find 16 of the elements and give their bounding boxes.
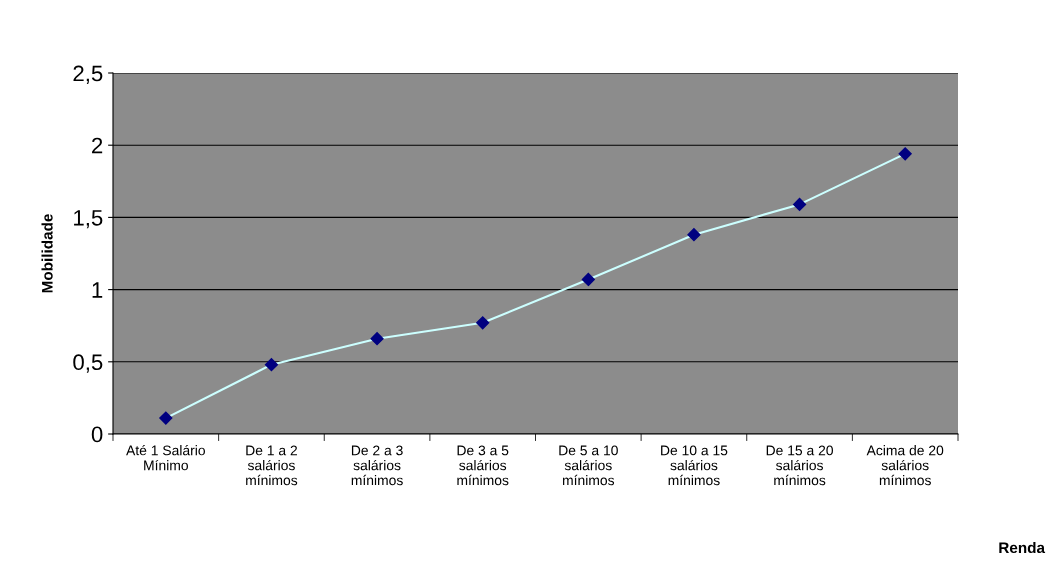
x-tick-label: De 2 a 3 salários mínimos (351, 445, 403, 486)
y-tick-label: 2 (92, 137, 103, 154)
x-tick-label: De 3 a 5 salários mínimos (457, 445, 509, 486)
x-tick-label: De 15 a 20 salários mínimos (766, 445, 833, 486)
y-tick-label: 2,5 (73, 65, 103, 84)
y-tick-label: 0 (91, 426, 103, 443)
x-tick-label: De 1 a 2 salários mínimos (246, 445, 298, 486)
x-tick-label: Até 1 Salário Mínimo (126, 444, 205, 471)
y-tick-label: 1,5 (74, 210, 103, 229)
y-tick-label: 0,5 (73, 354, 103, 373)
y-tick-label: 1 (92, 282, 103, 298)
x-axis-title: Renda (999, 541, 1046, 554)
x-tick-label: De 10 a 15 salários mínimos (661, 445, 728, 486)
x-tick-label: Acima de 20 salários mínimos (866, 445, 944, 486)
y-axis-title: Mobilidade (41, 214, 53, 293)
x-tick-label: De 5 a 10 salários mínimos (559, 445, 618, 486)
